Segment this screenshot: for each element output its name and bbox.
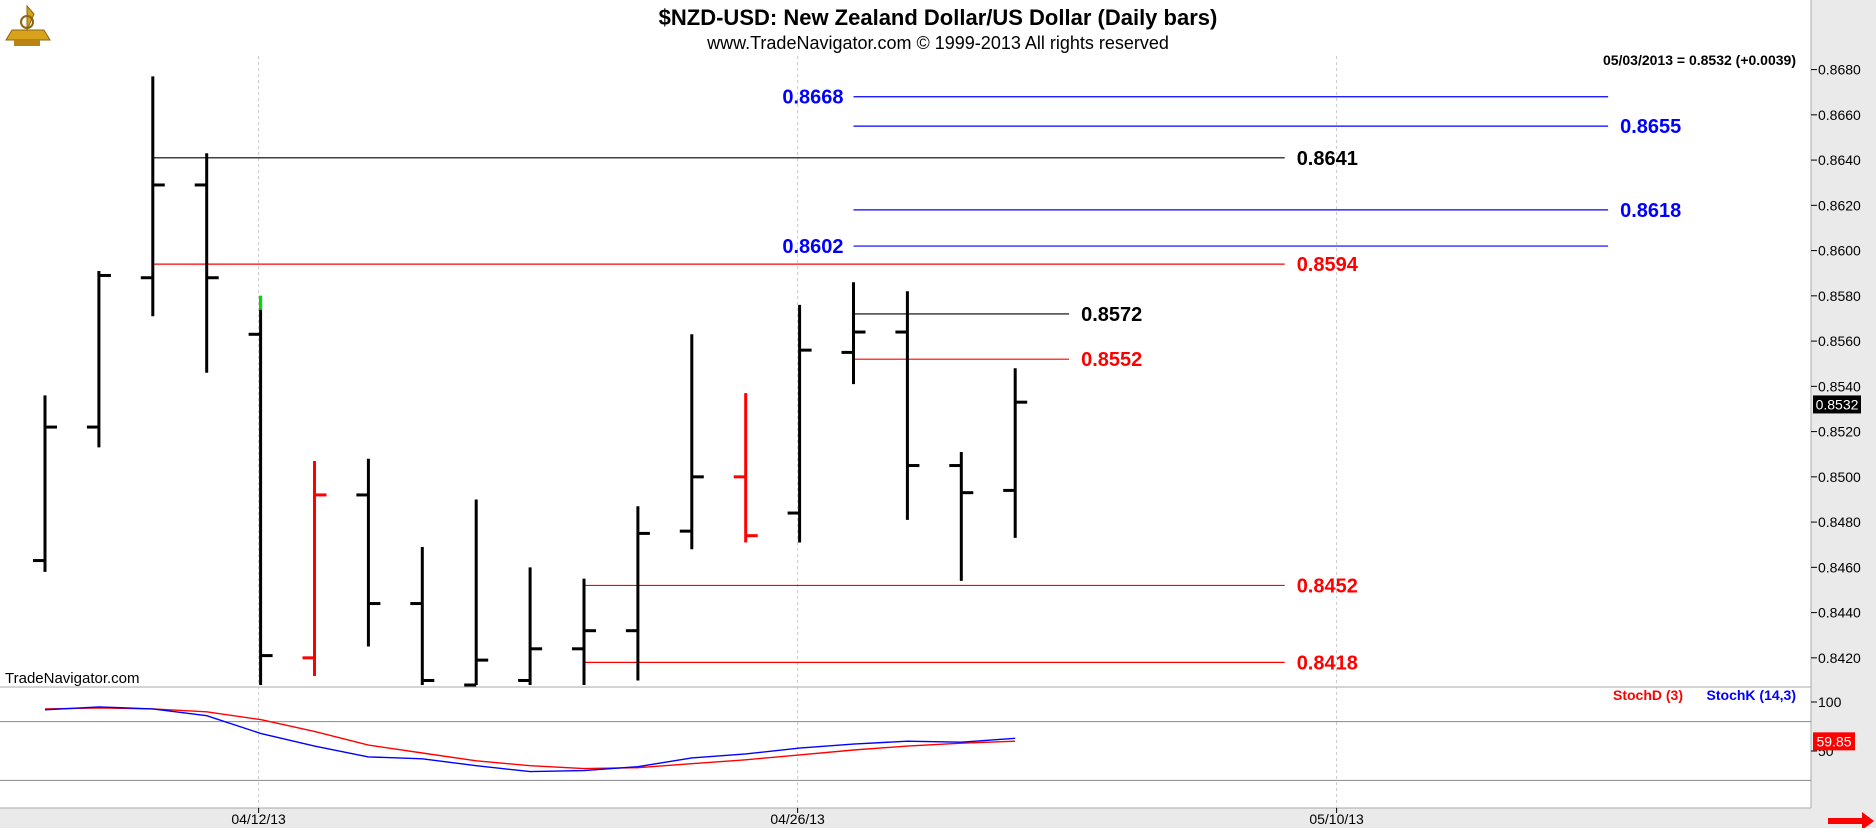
level-label-black: 0.8641 <box>1297 148 1358 170</box>
ohlc-bar[interactable] <box>140 76 165 317</box>
price-tick-label: 0.8620 <box>1818 197 1861 213</box>
ohlc-bar[interactable] <box>86 270 111 448</box>
last-price-label: 0.8532 <box>1816 396 1859 412</box>
ohlc-bar[interactable] <box>1003 368 1028 538</box>
price-tick-label: 0.8580 <box>1818 288 1861 304</box>
last-price-badge <box>1813 395 1861 414</box>
level-label-red: 0.8418 <box>1297 652 1358 674</box>
level-label-red: 0.8594 <box>1297 254 1359 276</box>
ohlc-bar[interactable] <box>248 295 273 685</box>
ohlc-bar[interactable] <box>356 458 381 647</box>
stoch-line-stochd <box>44 707 1016 770</box>
last-quote-text: 05/03/2013 = 0.8532 (+0.0039) <box>1603 52 1796 68</box>
ohlc-bar[interactable] <box>625 506 650 681</box>
ohlc-bar[interactable] <box>949 451 974 581</box>
level-label-blue: 0.8655 <box>1620 116 1681 138</box>
stoch-line-stochk <box>44 706 1016 773</box>
ohlc-bar[interactable] <box>679 334 704 550</box>
ohlc-bar[interactable] <box>518 567 543 685</box>
ohlc-bar[interactable] <box>410 546 435 685</box>
ohlc-bar[interactable] <box>733 393 758 543</box>
price-tick-label: 0.8420 <box>1818 650 1861 666</box>
price-tick-label: 0.8520 <box>1818 424 1861 440</box>
ohlc-bar[interactable] <box>33 395 57 572</box>
date-axis-panel <box>0 808 1876 828</box>
ohlc-bar[interactable] <box>464 499 489 687</box>
date-tick-label: 05/10/13 <box>1309 811 1364 827</box>
stoch-value-badge <box>1813 732 1855 751</box>
date-tick-label: 04/26/13 <box>770 811 825 827</box>
level-label-red: 0.8552 <box>1081 349 1142 371</box>
level-label-blue: 0.8618 <box>1620 200 1681 222</box>
ohlc-bar[interactable] <box>841 282 866 385</box>
tradenavigator-logo-icon[interactable] <box>5 4 51 46</box>
plot-background <box>0 0 1811 808</box>
price-tick-label: 0.8600 <box>1818 243 1861 259</box>
price-tick-label: 0.8500 <box>1818 469 1861 485</box>
price-tick-label: 0.8480 <box>1818 514 1861 530</box>
price-tick-label: 0.8460 <box>1818 559 1861 575</box>
level-label-blue: 0.8668 <box>782 87 843 109</box>
date-tick-label: 04/12/13 <box>231 811 286 827</box>
ohlc-bar[interactable] <box>194 153 219 373</box>
price-tick-label: 0.8640 <box>1818 152 1861 168</box>
price-tick-label: 0.8540 <box>1818 378 1861 394</box>
level-label-red: 0.8452 <box>1297 575 1358 597</box>
level-label-black: 0.8572 <box>1081 304 1142 326</box>
ohlc-bar[interactable] <box>895 291 920 520</box>
price-tick-label: 0.8440 <box>1818 605 1861 621</box>
level-label-blue: 0.8602 <box>782 236 843 258</box>
chart-title: $NZD-USD: New Zealand Dollar/US Dollar (… <box>659 5 1218 30</box>
price-tick-label: 0.8560 <box>1818 333 1861 349</box>
legend-stochd: StochD (3) <box>1613 687 1683 703</box>
stoch-tick-label: 100 <box>1818 694 1842 710</box>
watermark-text: TradeNavigator.com <box>5 670 140 687</box>
scroll-right-arrow-icon[interactable] <box>1828 812 1874 830</box>
legend-stochk: StochK (14,3) <box>1707 687 1796 703</box>
price-tick-label: 0.8680 <box>1818 62 1861 78</box>
ohlc-bar[interactable] <box>787 304 812 543</box>
price-axis-panel <box>1811 0 1876 828</box>
ohlc-bar[interactable] <box>572 578 596 685</box>
stoch-value-label: 59.85 <box>1816 733 1851 749</box>
copyright-text: www.TradeNavigator.com © 1999-2013 All r… <box>706 33 1169 53</box>
ohlc-bar[interactable] <box>302 461 327 676</box>
price-tick-label: 0.8660 <box>1818 107 1861 123</box>
